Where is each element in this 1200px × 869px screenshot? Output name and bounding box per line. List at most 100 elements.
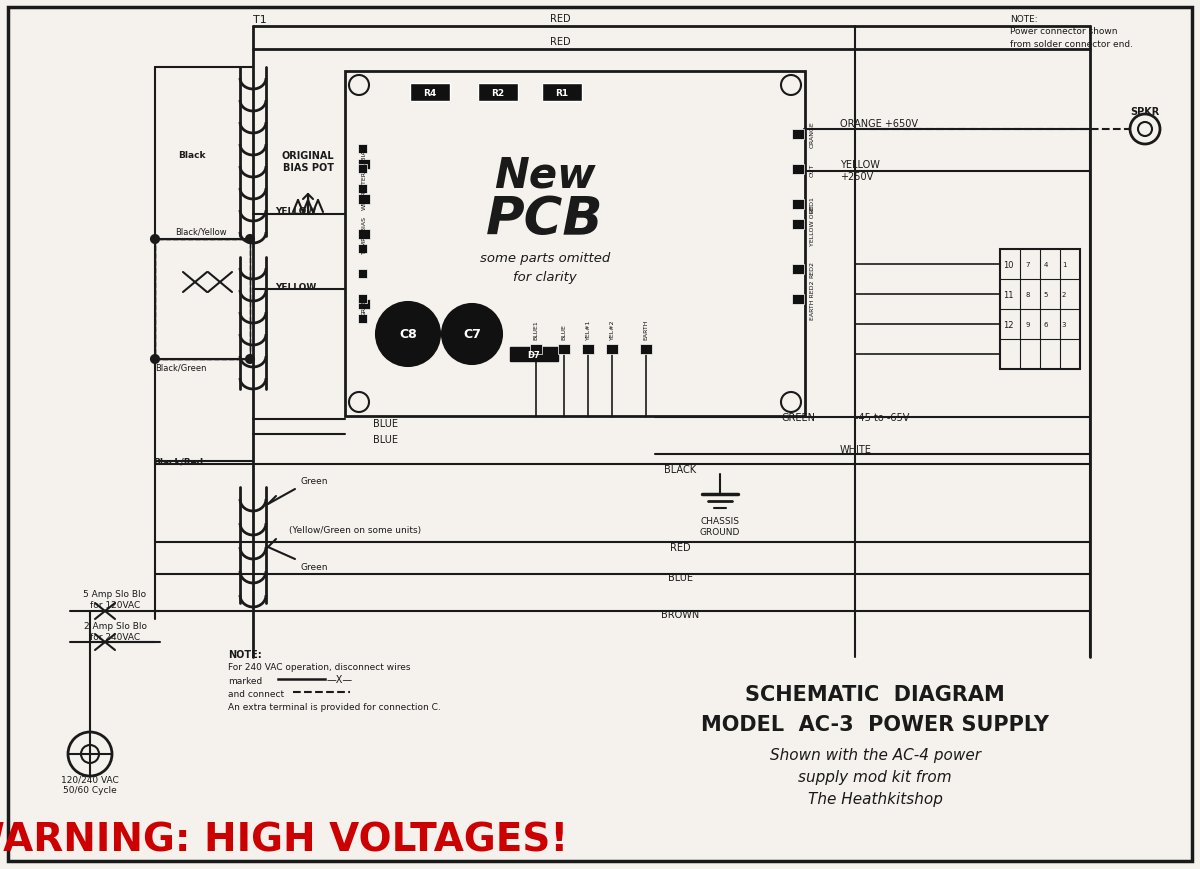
Bar [358,300,370,309]
Text: SPKR: SPKR [1130,107,1159,116]
Text: ORANGE +650V: ORANGE +650V [840,119,918,129]
Text: 7: 7 [1026,262,1031,268]
Text: EARTH: EARTH [643,319,648,340]
Text: NOTE:: NOTE: [228,649,262,660]
Text: ORANGE: ORANGE [810,122,815,149]
Text: (Yellow/Green on some units): (Yellow/Green on some units) [289,525,421,534]
Bar [358,185,367,194]
Bar [792,295,804,305]
Text: D7: D7 [528,350,540,359]
Text: —X—: —X— [326,674,353,684]
Text: Shown with the AC-4 power
supply mod kit from
The Heathkitshop: Shown with the AC-4 power supply mod kit… [769,747,980,806]
Text: Black/Green: Black/Green [155,363,206,372]
Text: 2: 2 [1062,292,1066,298]
Bar [558,345,570,355]
Text: WHITE: WHITE [840,444,872,454]
Text: An extra terminal is provided for connection C.: An extra terminal is provided for connec… [228,702,440,711]
Circle shape [246,235,254,243]
Text: 6: 6 [1044,322,1049,328]
Circle shape [151,355,160,363]
Bar [640,345,652,355]
Circle shape [442,305,502,365]
Bar [792,165,804,175]
Text: 4: 4 [1044,262,1048,268]
Text: 10: 10 [1003,260,1013,269]
Bar [530,345,542,355]
Bar [358,160,370,169]
Text: SCHEMATIC  DIAGRAM: SCHEMATIC DIAGRAM [745,684,1004,704]
Bar [606,345,618,355]
Text: PCB: PCB [486,194,604,246]
Text: 5 Amp Slo Blo
for 120VAC: 5 Amp Slo Blo for 120VAC [84,590,146,609]
Text: Black/Red: Black/Red [152,457,203,466]
Text: T1: T1 [253,15,266,25]
Circle shape [151,235,160,243]
Bar [792,265,804,275]
Text: R4: R4 [424,89,437,97]
Text: BLUE: BLUE [667,573,692,582]
Text: RED2: RED2 [810,262,815,278]
Text: Black: Black [179,150,205,159]
Text: YELLOW: YELLOW [275,208,317,216]
Text: RED: RED [550,37,570,47]
Bar [510,348,558,362]
Bar [792,129,804,140]
Circle shape [246,355,254,363]
Text: and connect: and connect [228,689,284,698]
Text: BLUE1: BLUE1 [534,320,539,340]
Bar [582,345,594,355]
Text: C8: C8 [400,328,416,342]
Text: NOTE:
Power connector shown
from solder connector end.: NOTE: Power connector shown from solder … [1010,15,1133,49]
Text: YELLOW: YELLOW [840,160,880,169]
Text: GREEN: GREEN [781,413,815,422]
Text: MODEL  AC-3  POWER SUPPLY: MODEL AC-3 POWER SUPPLY [701,714,1049,734]
Text: CHASSIS
GROUND: CHASSIS GROUND [700,517,740,536]
Bar [478,84,518,102]
Bar [358,315,367,323]
Bar [155,240,250,360]
Text: -45 to -65V: -45 to -65V [856,413,910,422]
Text: RED: RED [670,542,690,553]
Bar [155,240,250,360]
Text: BLUE: BLUE [372,434,397,444]
Text: OUT: OUT [810,163,815,176]
Bar [1000,249,1080,369]
Text: YEL#2: YEL#2 [610,319,614,340]
Bar [358,269,367,279]
Bar [792,220,804,229]
Text: RED: RED [550,14,570,24]
Text: 11: 11 [1003,290,1013,299]
Text: Green: Green [300,477,328,486]
Text: EARTH RED2: EARTH RED2 [810,280,815,320]
Text: BROWN: BROWN [661,609,700,620]
Text: marked: marked [228,676,263,686]
Text: GREEN: GREEN [361,294,366,315]
Text: YELLOW: YELLOW [275,283,317,292]
Bar [358,165,367,174]
Text: +250V: +250V [840,172,874,182]
Bar [346,72,805,416]
Text: 120/240 VAC
50/60 Cycle: 120/240 VAC 50/60 Cycle [61,774,119,793]
Bar [792,200,804,209]
Text: 8: 8 [1026,292,1031,298]
Bar [358,145,367,154]
Text: TERM1 BIAS: TERM1 BIAS [361,146,366,183]
Text: Black/Yellow: Black/Yellow [175,227,227,236]
Text: BLACK: BLACK [664,464,696,474]
Text: R1: R1 [556,89,569,97]
Text: 3: 3 [1062,322,1067,328]
Text: BLUE: BLUE [372,419,397,428]
Bar [358,245,367,254]
Bar [358,195,370,205]
Text: 5: 5 [1044,292,1048,298]
Text: C7: C7 [463,328,481,342]
Text: some parts omitted
for clarity: some parts omitted for clarity [480,252,610,283]
Text: For 240 VAC operation, disconnect wires: For 240 VAC operation, disconnect wires [228,662,410,671]
Text: 12: 12 [1003,320,1013,329]
Bar [410,84,450,102]
Text: 9: 9 [1026,322,1031,328]
Text: Green: Green [300,563,328,572]
Text: YEL#1: YEL#1 [586,319,590,340]
Text: ORIGINAL
BIAS POT: ORIGINAL BIAS POT [282,151,335,173]
Text: New: New [494,154,596,196]
